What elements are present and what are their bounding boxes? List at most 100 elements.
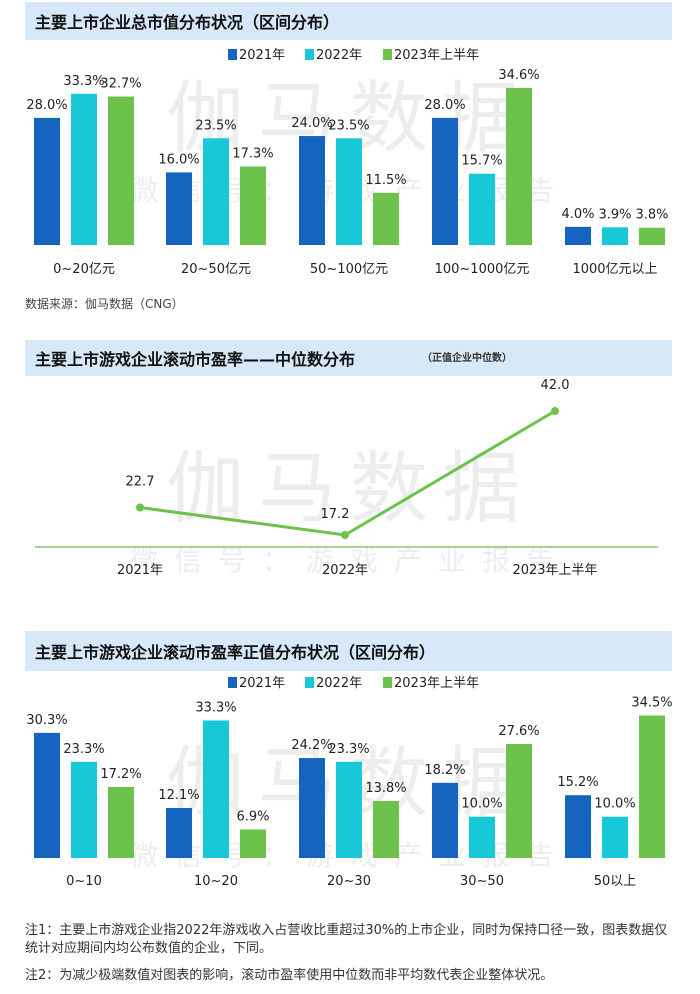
bar — [240, 166, 266, 245]
data-label: 23.3% — [328, 742, 369, 757]
bar — [71, 761, 97, 858]
data-label: 23.5% — [328, 118, 369, 133]
data-label: 10.0% — [461, 797, 502, 812]
bar — [240, 829, 266, 858]
bar — [373, 192, 399, 245]
bar — [299, 758, 325, 858]
category-label: 0~20亿元 — [53, 262, 115, 277]
bar — [432, 117, 458, 245]
category-label: 10~20 — [194, 874, 238, 889]
bar — [639, 227, 665, 245]
bar — [639, 715, 665, 858]
data-label: 24.0% — [291, 116, 332, 131]
category-label: 2023年上半年 — [512, 563, 597, 578]
category-label: 0~10 — [66, 874, 102, 889]
data-label: 30.3% — [26, 713, 67, 728]
legend-label: 2021年 — [239, 48, 285, 63]
data-point — [341, 531, 349, 539]
legend-swatch-2 — [383, 49, 392, 60]
watermark-sub: 微信号：游戏产业报告 — [130, 544, 570, 577]
legend-label: 2022年 — [316, 676, 362, 691]
bar — [34, 117, 60, 245]
bar — [108, 786, 134, 858]
bar — [108, 96, 134, 246]
legend-swatch-0 — [228, 677, 237, 688]
bar — [203, 720, 229, 858]
bar — [299, 136, 325, 245]
data-label: 27.6% — [498, 724, 539, 739]
data-label: 28.0% — [26, 98, 67, 113]
bar — [336, 761, 362, 858]
data-label: 17.3% — [232, 146, 273, 161]
legend-swatch-0 — [228, 49, 237, 60]
bar — [565, 226, 591, 245]
bar — [373, 801, 399, 858]
data-label: 15.7% — [461, 154, 502, 169]
legend-label: 2023年上半年 — [394, 676, 479, 691]
legend-label: 2021年 — [239, 676, 285, 691]
chart1-title: 主要上市企业总市值分布状况（区间分布） — [25, 2, 672, 40]
data-label: 42.0 — [541, 378, 570, 393]
legend-label: 2022年 — [316, 48, 362, 63]
bar — [602, 816, 628, 858]
category-label: 2022年 — [322, 563, 368, 578]
data-label: 22.7 — [126, 475, 155, 490]
data-label: 23.3% — [63, 742, 104, 757]
data-label: 32.7% — [100, 77, 141, 92]
category-label: 30~50 — [460, 874, 504, 889]
bar — [565, 795, 591, 858]
category-label: 20~30 — [327, 874, 371, 889]
bar — [166, 172, 192, 245]
note-1: 注1：主要上市游戏企业指2022年游戏收入占营收比重超过30%的上市企业，同时为… — [25, 923, 668, 956]
bar — [71, 93, 97, 246]
data-label: 34.6% — [498, 68, 539, 83]
data-label: 12.1% — [158, 788, 199, 803]
data-label: 34.5% — [631, 696, 672, 711]
data-label: 13.8% — [365, 781, 406, 796]
legend-swatch-2 — [383, 677, 392, 688]
chart1-source: 数据来源：伽马数据（CNG） — [25, 297, 184, 311]
chart2-subtitle: （正值企业中位数） — [422, 353, 512, 364]
bar — [432, 782, 458, 858]
chart2-title: 主要上市游戏企业滚动市盈率——中位数分布 — [25, 340, 672, 376]
note-2: 注2：为减少极端数值对图表的影响，滚动市盈率使用中位数而非平均数代表企业整体状况… — [25, 968, 554, 983]
data-label: 4.0% — [561, 207, 594, 222]
data-label: 3.9% — [598, 207, 631, 222]
data-label: 11.5% — [365, 173, 406, 188]
category-label: 1000亿元以上 — [572, 262, 657, 277]
data-label: 17.2% — [100, 767, 141, 782]
legend-swatch-1 — [305, 49, 314, 60]
legend-label: 2023年上半年 — [394, 48, 479, 63]
chart3-title: 主要上市游戏企业滚动市盈率正值分布状况（区间分布） — [25, 631, 672, 671]
category-label: 50以上 — [594, 874, 637, 889]
bar — [506, 87, 532, 245]
data-point — [136, 503, 144, 512]
data-label: 17.2 — [321, 507, 350, 522]
data-label: 15.2% — [557, 775, 598, 790]
data-label: 33.3% — [63, 74, 104, 89]
data-label: 28.0% — [424, 98, 465, 113]
bar — [506, 744, 532, 858]
bar — [203, 138, 229, 245]
data-label: 10.0% — [594, 797, 635, 812]
bar — [166, 808, 192, 858]
bar — [336, 138, 362, 245]
legend-swatch-1 — [305, 677, 314, 688]
data-label: 33.3% — [195, 700, 236, 715]
data-label: 3.8% — [635, 208, 668, 223]
data-label: 16.0% — [158, 152, 199, 167]
data-label: 23.5% — [195, 118, 236, 133]
category-label: 50~100亿元 — [310, 262, 388, 277]
bar — [469, 816, 495, 858]
bar — [469, 173, 495, 245]
data-label: 18.2% — [424, 763, 465, 778]
category-label: 20~50亿元 — [181, 262, 251, 277]
data-point — [551, 407, 559, 415]
bar — [602, 227, 628, 245]
bar — [34, 732, 60, 858]
category-label: 2021年 — [117, 563, 163, 578]
data-label: 24.2% — [291, 738, 332, 753]
data-label: 6.9% — [236, 810, 269, 825]
category-label: 100~1000亿元 — [435, 262, 530, 277]
